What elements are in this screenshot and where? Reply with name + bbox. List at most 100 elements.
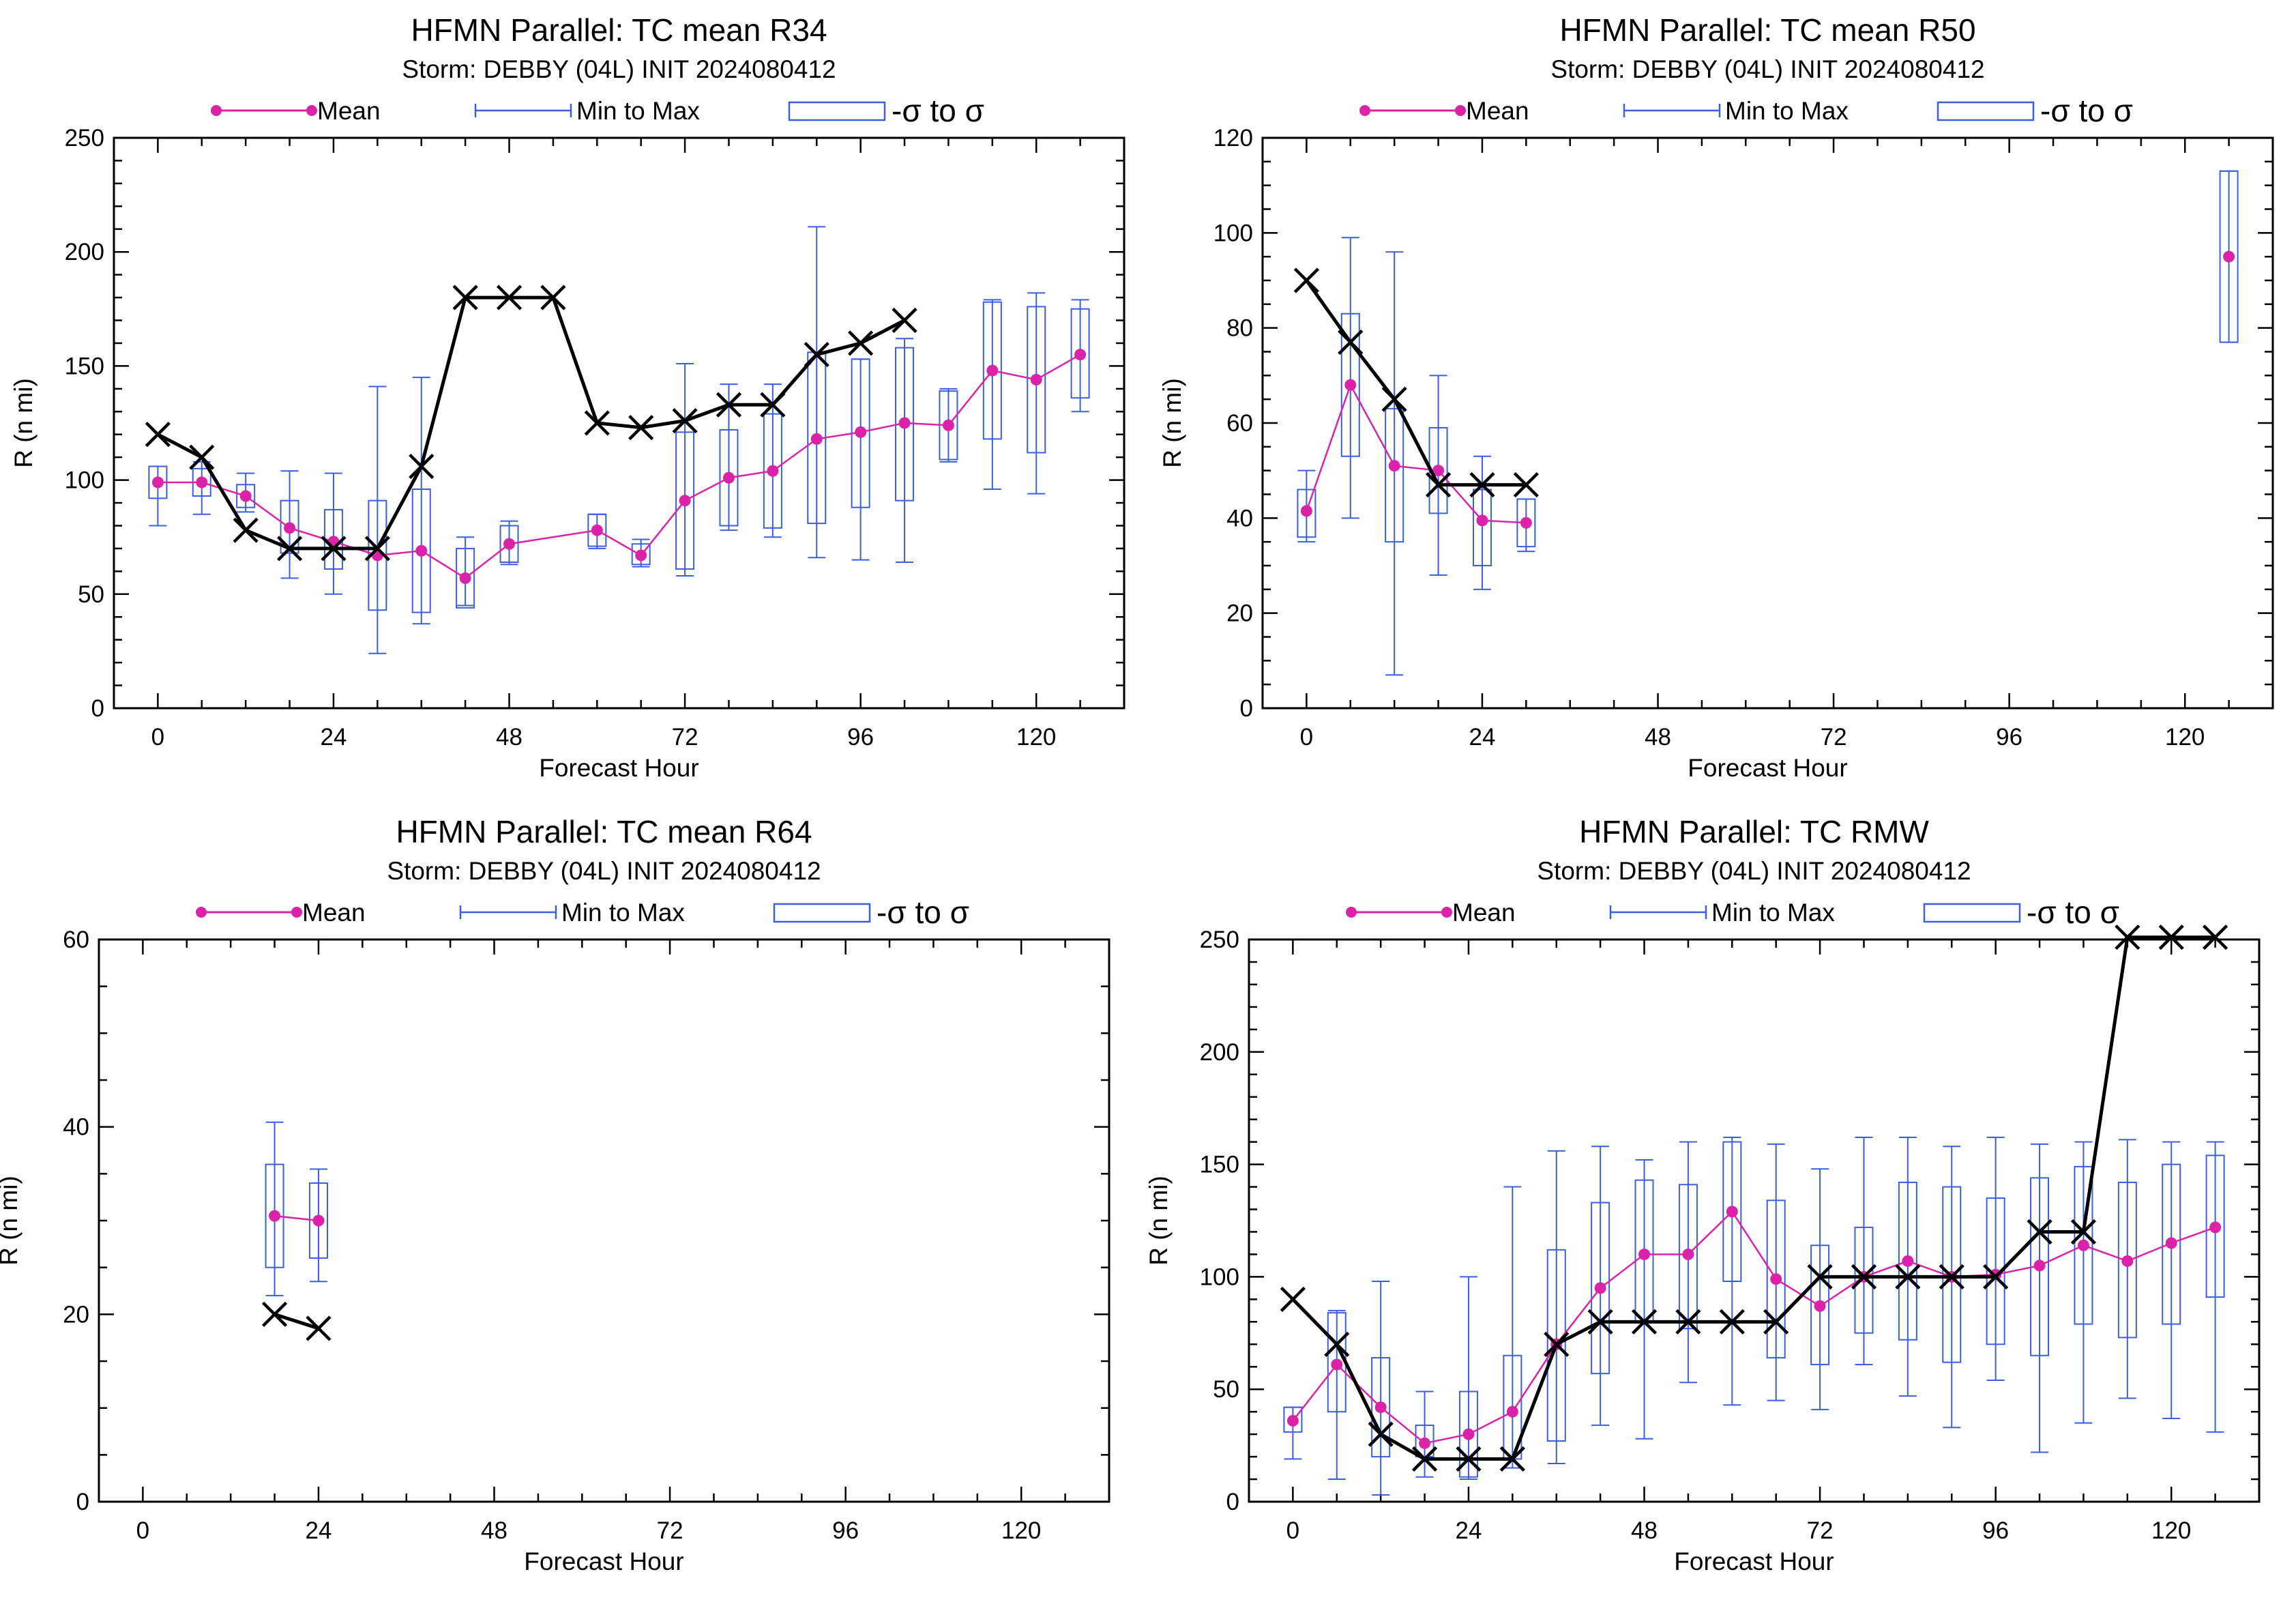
x-marker-stroke [1513, 471, 1539, 498]
mean-point [1074, 349, 1087, 361]
mean-point [1506, 1406, 1518, 1418]
x-tick-label: 48 [1645, 724, 1671, 751]
sigma-box [982, 301, 1002, 440]
chart-panel-2: HFMN Parallel: TC mean R50 Storm: DEBBY (… [1158, 12, 2274, 782]
official-x-marker [672, 408, 698, 434]
legend-sigma-label: -σ to σ [892, 93, 984, 128]
official-x-marker [2158, 924, 2184, 950]
mean-point [1770, 1273, 1782, 1285]
mean-point [942, 419, 954, 431]
mean-point [635, 549, 647, 562]
y-axis-label: R (n mi) [10, 378, 38, 468]
mean-point [151, 476, 164, 489]
x-marker-stroke [496, 285, 523, 310]
x-marker-stroke [261, 1301, 288, 1327]
y-tick-label: 60 [1226, 410, 1253, 437]
mean-point [1520, 516, 1532, 529]
official-x-marker [261, 1301, 288, 1327]
mean-point [2121, 1255, 2134, 1267]
y-axis-label: R (n mi) [1145, 1176, 1173, 1266]
x-marker-stroke [145, 422, 171, 448]
legend-sigma-box [1923, 903, 2021, 923]
sigma-box [675, 431, 695, 570]
x-tick-label: 96 [847, 724, 874, 751]
x-tick-label: 96 [1996, 724, 2022, 751]
official-x-marker [1983, 1264, 2009, 1290]
official-x-marker [1381, 386, 1407, 412]
chart-panel-3: HFMN Parallel: TC mean R64 Storm: DEBBY (… [0, 814, 1110, 1575]
x-marker-stroke [276, 536, 303, 562]
official-line [1291, 935, 2216, 1461]
y-tick-label: 120 [1213, 125, 1253, 151]
official-x-marker [496, 285, 523, 310]
mean-point [679, 495, 691, 507]
x-axis-label: Forecast Hour [539, 754, 698, 782]
official-x-marker [1513, 471, 1539, 498]
x-tick-label: 120 [1001, 1517, 1041, 1544]
x-marker-stroke [1411, 1446, 1438, 1472]
x-marker-stroke [2115, 924, 2140, 950]
y-tick-label: 100 [65, 467, 104, 494]
legend-mean-marker [291, 907, 302, 918]
legend-mean-marker [211, 105, 222, 116]
sigma-box [1472, 489, 1492, 566]
legend: Mean Min to Max -σ to σ [196, 894, 969, 930]
sigma-box [2117, 1181, 2137, 1339]
legend-mean-marker [1455, 105, 1466, 116]
official-x-marker [145, 422, 171, 448]
sigma-box [1986, 1197, 2005, 1345]
sigma-box [1297, 489, 1316, 538]
x-marker-stroke [804, 342, 829, 368]
official-x-marker [760, 392, 786, 418]
mean-point [2223, 250, 2235, 263]
legend-mean-marker [1346, 907, 1357, 918]
y-tick-label: 200 [65, 239, 104, 265]
x-marker-stroke [584, 410, 610, 436]
x-tick-label: 24 [320, 724, 347, 751]
y-tick-label: 80 [1226, 315, 1253, 342]
x-axis-label: Forecast Hour [1688, 754, 1847, 782]
y-tick-label: 250 [1200, 927, 1239, 953]
x-marker-stroke [1469, 471, 1495, 498]
x-marker-stroke [1719, 1309, 1745, 1335]
x-tick-label: 96 [832, 1517, 859, 1544]
official-x-marker [1895, 1264, 1921, 1290]
x-marker-stroke [1368, 1421, 1394, 1447]
official-x-marker [1675, 1309, 1701, 1335]
y-tick-label: 100 [1213, 220, 1253, 246]
legend-mean-label: Mean [317, 97, 381, 125]
official-x-marker [584, 410, 610, 436]
official-x-marker [1939, 1264, 1964, 1290]
mean-point [986, 364, 999, 377]
x-marker-stroke [1381, 386, 1407, 412]
y-tick-label: 0 [91, 695, 104, 722]
mean-point [1374, 1401, 1387, 1414]
chart-title: HFMN Parallel: TC mean R34 [411, 12, 827, 48]
mean-point [1388, 460, 1400, 472]
official-x-marker [1587, 1309, 1613, 1335]
mean-point [196, 476, 208, 489]
mean-point [1331, 1358, 1343, 1371]
legend-mean-label: Mean [1466, 97, 1529, 125]
x-tick-label: 72 [657, 1517, 683, 1544]
mean-point [1344, 379, 1357, 391]
legend-minmax-label: Min to Max [1725, 97, 1849, 125]
x-tick-label: 0 [1286, 1517, 1299, 1544]
x-tick-label: 24 [1455, 1517, 1482, 1544]
mean-line [158, 353, 1081, 579]
legend-minmax-label: Min to Max [576, 97, 700, 125]
official-x-marker [628, 415, 654, 441]
sigma-box [1722, 1141, 1742, 1282]
chart-title: HFMN Parallel: TC mean R64 [396, 814, 812, 849]
legend-minmax-label: Min to Max [1711, 899, 1835, 927]
official-x-marker [1456, 1446, 1482, 1472]
legend-sigma-label: -σ to σ [2040, 93, 2133, 128]
official-x-marker [1411, 1446, 1438, 1472]
x-marker-stroke [189, 444, 215, 470]
legend-mean-label: Mean [302, 899, 366, 927]
x-axis-label: Forecast Hour [524, 1547, 683, 1575]
y-tick-label: 50 [1213, 1376, 1239, 1403]
sigma-box [1591, 1202, 1610, 1375]
mean-point [415, 544, 428, 557]
mean-point [1814, 1300, 1826, 1312]
